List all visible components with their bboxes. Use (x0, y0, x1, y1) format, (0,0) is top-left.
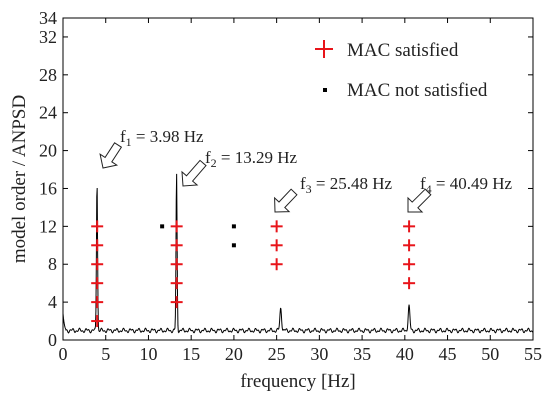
legend-label-mac-not-satisfied: MAC not satisfied (347, 80, 488, 101)
peak-annotation: f1 = 3.98 Hz (99, 127, 204, 169)
mac-satisfied-point (270, 220, 283, 233)
x-tick-label: 45 (439, 344, 457, 364)
y-tick-label: 28 (39, 65, 57, 85)
plot-area (62, 17, 534, 341)
x-tick-label: 55 (524, 344, 542, 364)
legend-marker-mac-satisfied (315, 40, 333, 58)
plot-content (62, 173, 534, 334)
y-tick-label: 34 (39, 8, 57, 28)
mac-satisfied-point (91, 277, 104, 290)
mac-satisfied-point (91, 315, 104, 328)
x-tick-label: 25 (268, 344, 286, 364)
annotation-arrow (181, 159, 207, 187)
x-tick-label: 0 (59, 344, 68, 364)
peak-annotation: f4 = 40.49 Hz (407, 174, 513, 213)
x-tick-label: 50 (481, 344, 499, 364)
y-tick-label: 4 (48, 292, 57, 312)
mac-satisfied-point (91, 296, 104, 309)
x-tick-label: 5 (101, 344, 110, 364)
mac-satisfied-point (270, 258, 283, 271)
mac-not-satisfied-point (160, 224, 165, 229)
mac-satisfied-point (170, 277, 183, 290)
mac-not-satisfied-point (231, 243, 236, 248)
x-tick-label: 30 (310, 344, 328, 364)
legend-marker-mac-not-satisfied (323, 88, 327, 92)
y-axis-title: model order / ANPSD (9, 95, 30, 263)
y-tick-label: 16 (39, 178, 57, 198)
peak-annotation-label: f4 = 40.49 Hz (420, 174, 513, 196)
y-tick-label: 12 (39, 216, 57, 236)
annotation-arrow (407, 188, 432, 213)
y-tick-label: 32 (39, 27, 57, 47)
annotation-arrow (274, 188, 298, 213)
peak-annotation-label: f3 = 25.48 Hz (300, 174, 393, 196)
legend: MAC satisfied MAC not satisfied (315, 40, 488, 101)
mac-satisfied-point (403, 258, 416, 271)
anpsd-line (62, 173, 534, 334)
mac-satisfied-point (91, 258, 104, 271)
mac-satisfied-point (270, 239, 283, 252)
y-tick-label: 8 (48, 254, 57, 274)
peak-annotation: f3 = 25.48 Hz (274, 174, 393, 213)
mac-satisfied-point (170, 239, 183, 252)
y-tick-label: 20 (39, 141, 57, 161)
mac-satisfied-point (170, 296, 183, 309)
mac-satisfied-point (170, 258, 183, 271)
mac-satisfied-point (170, 220, 183, 233)
annotation-arrow (99, 142, 123, 169)
x-tick-label: 15 (182, 344, 200, 364)
mac-satisfied-point (403, 277, 416, 290)
x-axis-title: frequency [Hz] (240, 371, 356, 392)
peak-annotation-label: f2 = 13.29 Hz (205, 148, 298, 170)
peak-annotation: f2 = 13.29 Hz (181, 148, 298, 187)
x-tick-label: 20 (225, 344, 243, 364)
mac-satisfied-point (91, 220, 104, 233)
y-tick-label: 0 (48, 330, 57, 350)
peak-annotation-label: f1 = 3.98 Hz (120, 127, 204, 149)
mac-satisfied-point (403, 220, 416, 233)
y-tick-label: 24 (39, 103, 57, 123)
x-tick-label: 35 (353, 344, 371, 364)
x-tick-label: 10 (139, 344, 157, 364)
legend-label-mac-satisfied: MAC satisfied (347, 40, 459, 61)
x-tick-label: 40 (396, 344, 414, 364)
mac-satisfied-point (91, 239, 104, 252)
mac-satisfied-point (403, 239, 416, 252)
mac-not-satisfied-point (231, 224, 236, 229)
